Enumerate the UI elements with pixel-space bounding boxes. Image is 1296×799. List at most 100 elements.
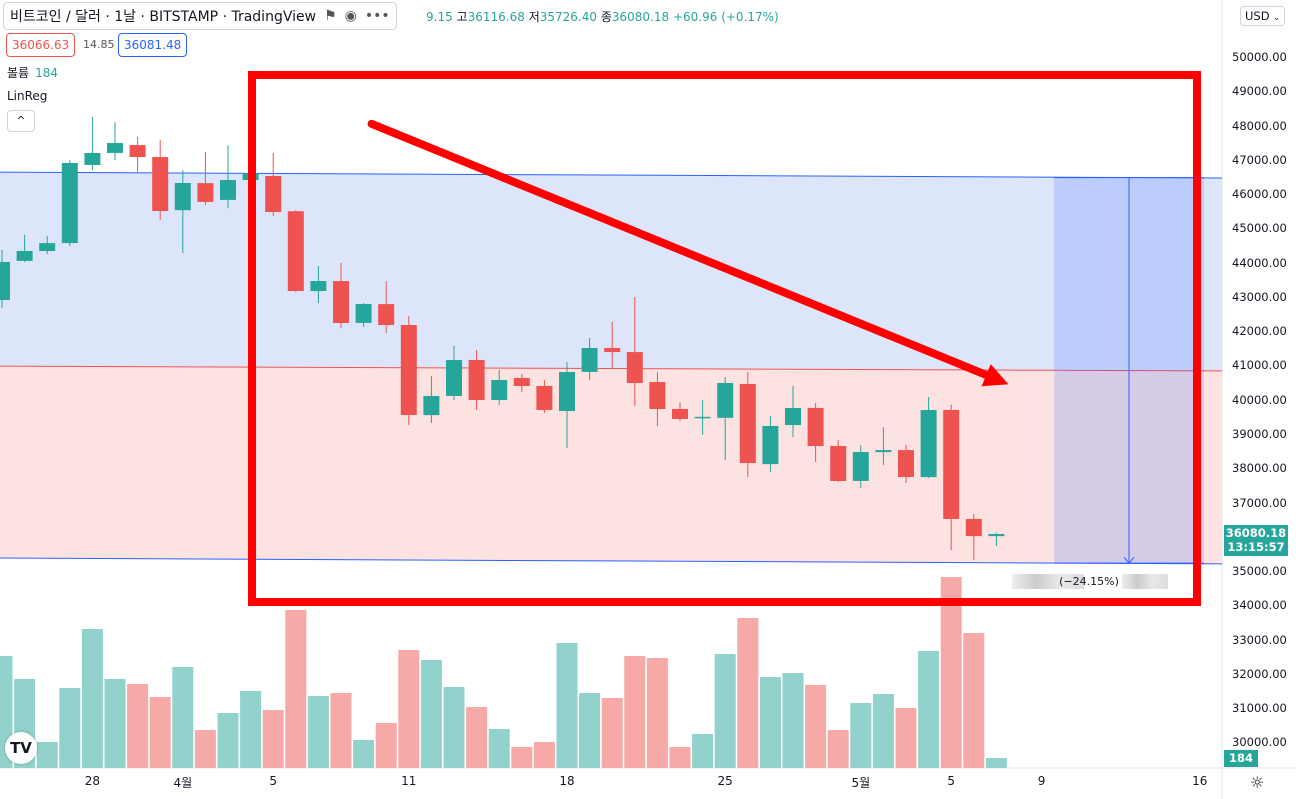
annotation-rectangle [248,71,1201,606]
time-tick: 28 [84,774,101,788]
candle-body [988,534,1005,537]
volume-bar [850,703,872,768]
more-icon[interactable]: ••• [364,8,390,24]
price-tick: 40000.00 [1232,392,1287,407]
volume-bar [307,695,329,768]
price-tick: 34000.00 [1232,598,1287,613]
linreg-lower-line [0,557,1223,565]
sell-price-button[interactable]: 36066.63 [6,33,76,57]
annotation-arrow-line [367,119,999,383]
candle-body [378,304,395,325]
volume-bar [149,697,171,768]
candle-body [649,382,666,409]
volume-bar [262,710,284,768]
volume-bar [217,713,239,768]
price-tick: 30000.00 [1232,735,1287,750]
volume-bar [782,673,804,768]
candle-body [830,445,847,481]
price-tick: 47000.00 [1232,152,1287,167]
candle-body [694,416,711,419]
candle-body [559,372,575,412]
time-tick: 11 [401,774,417,788]
candle-body [468,359,485,401]
volume-bar [488,728,510,768]
symbol-title[interactable]: 비트코인 / 달러 · 1날 · BITSTAMP · TradingView … [3,2,397,30]
price-tick: 44000.00 [1232,255,1287,270]
volume-bar [533,742,555,768]
time-tick: 9 [1037,774,1046,788]
candle-body [739,384,756,463]
price-tick: 49000.00 [1232,84,1287,99]
candle-body [672,408,688,419]
volume-bar [714,653,736,768]
candle-body [107,143,123,153]
volume-bar [805,685,827,768]
volume-bar [692,733,714,768]
flag-icon[interactable]: ⚑ [324,8,337,24]
candle-body [0,261,10,300]
volume-bar [895,708,917,768]
candle-body [626,352,643,384]
candle-body [513,378,530,386]
candle-body [717,383,734,418]
volume-bar [443,687,465,768]
linreg-middle-line [0,365,1223,372]
price-axis [1222,0,1296,799]
volume-axis-tag: 184 [1224,750,1258,767]
volume-bar [624,655,646,768]
ohlc-values: 9.15 고36116.68 저35726.40 종36080.18 +60.9… [426,8,779,25]
linreg-lower-band [0,366,1222,564]
linreg-upper-line [0,171,1223,179]
price-tick: 42000.00 [1232,324,1287,339]
candle-body [446,360,462,396]
volume-bar [511,747,533,768]
eye-icon[interactable]: ◉ [344,8,357,24]
spread-value: 14.85 [83,38,115,51]
candle-body [310,280,327,292]
candle-body [220,180,236,200]
volume-bar [172,667,194,768]
volume-bar [963,633,985,768]
time-tick: 5 [947,774,956,788]
price-tick: 39000.00 [1232,426,1287,441]
linreg-legend[interactable]: LinReg [7,89,48,103]
volume-bar [985,758,1007,768]
volume-bar [59,688,81,768]
chevron-down-icon: ⌄ [1273,13,1280,22]
volume-bar [240,690,262,768]
candle-body [491,379,508,401]
volume-bar [737,618,759,768]
measure-arrow-head-icon [1123,556,1135,564]
settings-gear-icon[interactable]: ☼ [1250,773,1265,792]
candle-body [152,157,169,212]
collapse-legend-button[interactable]: ^ [7,110,35,132]
buy-price-button[interactable]: 36081.48 [118,33,188,57]
price-tick: 31000.00 [1232,701,1287,716]
close-value: 36080.18 [611,10,670,24]
candle-body [61,162,78,244]
measure-percent-label: (−24.15%) [1059,575,1119,588]
volume-legend[interactable]: 볼륨 184 [7,64,58,81]
candle-body [129,145,146,158]
volume-bar [759,677,781,768]
time-tick: 5 [269,774,278,788]
close-label: 종 [600,10,612,24]
volume-bar [466,707,488,768]
price-tick: 45000.00 [1232,221,1287,236]
volume-bar [420,660,442,768]
price-tick: 46000.00 [1232,187,1287,202]
candle-body [400,324,417,415]
currency-label: USD [1245,9,1270,23]
tradingview-logo[interactable]: TV [5,732,37,764]
candle-body [197,183,214,202]
candle-body [16,250,33,261]
volume-bar [940,577,962,768]
candle-body [287,211,304,291]
change-value: +60.96 (+0.17%) [672,10,779,24]
price-tick: 37000.00 [1232,495,1287,510]
candle-body [265,175,282,213]
candle-body [898,450,914,478]
currency-selector[interactable]: USD ⌄ [1240,6,1285,26]
candle-body [920,410,937,478]
